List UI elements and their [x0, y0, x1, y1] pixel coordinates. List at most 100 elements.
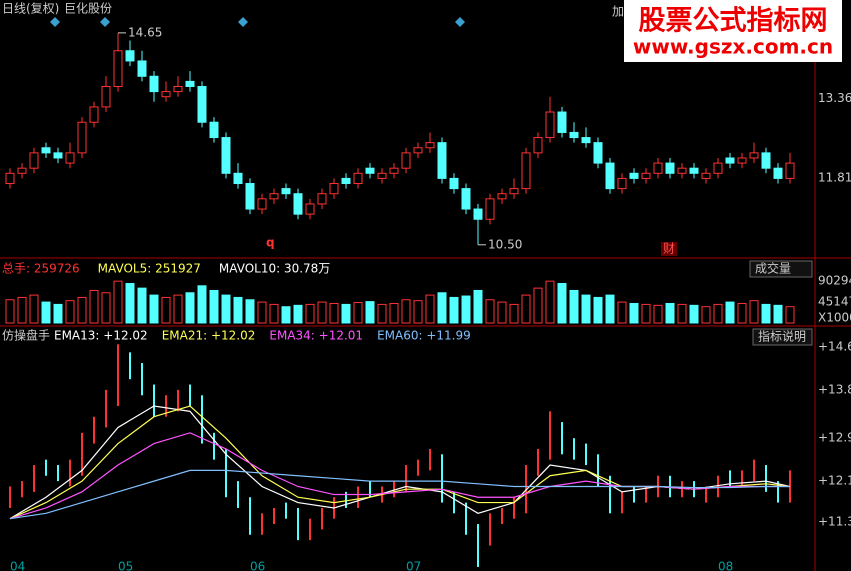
legend-entry: MAVOL10: 30.78万 — [219, 262, 330, 276]
volume-bar — [341, 303, 351, 324]
volume-bar — [173, 294, 183, 324]
candle-body — [605, 162, 615, 190]
y-tick-label: +11.34 — [818, 514, 851, 528]
corner: 加 — [612, 5, 624, 19]
volume-bar — [449, 296, 459, 324]
candle-body — [725, 157, 735, 164]
volume-bar — [605, 294, 615, 324]
candle-body — [629, 172, 639, 179]
volume-bar — [425, 294, 435, 324]
button[interactable] — [749, 260, 813, 278]
volume-bar — [401, 299, 411, 324]
x-tick-label: 07 — [406, 560, 421, 571]
volume-bar — [221, 294, 231, 324]
y-tick-label: +13.8 — [818, 382, 851, 396]
candle-body — [581, 137, 591, 144]
legend-entry: EMA21: +12.02 — [162, 329, 256, 343]
volume-bar — [149, 294, 159, 324]
ema-line — [9, 469, 790, 520]
candle-body — [473, 208, 483, 220]
candle-body — [749, 152, 759, 159]
marker-box — [661, 242, 677, 256]
volume-bar — [281, 306, 291, 324]
candle-body — [101, 85, 111, 108]
candle-body — [653, 162, 663, 174]
candle-body — [533, 137, 543, 154]
y-tick-label: +12.9 — [818, 431, 851, 445]
volume-bar — [617, 301, 627, 324]
volume-bar — [521, 294, 531, 324]
candle-body — [29, 152, 39, 169]
volume-bar — [77, 296, 87, 324]
button-label[interactable]: 成交量 — [755, 261, 791, 276]
volume-bar — [725, 301, 735, 324]
button-label[interactable]: 指标说明 — [758, 329, 806, 344]
volume-bar — [329, 302, 339, 324]
button[interactable] — [752, 328, 813, 346]
volume-bar — [353, 302, 363, 324]
candle-body — [713, 162, 723, 174]
volume-bar — [545, 280, 555, 324]
min-label: 10.50 — [488, 237, 522, 251]
candle-body — [317, 193, 327, 205]
candle-body — [449, 177, 459, 190]
period: 日线(复权) — [2, 2, 59, 16]
candle-body — [545, 111, 555, 139]
candle-body — [569, 131, 579, 139]
candle-body — [665, 162, 675, 174]
volume-bar — [377, 303, 387, 324]
candle-body — [269, 193, 279, 200]
candle-body — [593, 142, 603, 164]
candle-body — [521, 152, 531, 190]
x-tick-label: 05 — [118, 560, 133, 571]
volume-bar — [761, 303, 771, 324]
candle-body — [401, 152, 411, 169]
volume-bar — [29, 294, 39, 324]
candle-body — [677, 167, 687, 174]
volume-bar — [713, 303, 723, 324]
volume-bar — [581, 294, 591, 324]
candle-body — [77, 121, 87, 154]
volume-bar — [305, 303, 315, 324]
volume-bar — [677, 303, 687, 324]
marker: 财 — [663, 242, 675, 256]
x-tick-label: 04 — [10, 560, 25, 571]
candle-body — [389, 167, 399, 174]
candle-body — [281, 188, 291, 195]
volume-bar — [485, 299, 495, 324]
volume-bar — [569, 289, 579, 324]
candle-body — [377, 172, 387, 179]
volume-bar — [161, 296, 171, 324]
candle-body — [641, 172, 651, 179]
candle-body — [209, 121, 219, 139]
watermark-title: 股票公式指标网 — [639, 6, 828, 37]
candle-body — [617, 177, 627, 190]
y-tick-label: 13.36 — [818, 91, 851, 105]
volume-bar — [461, 295, 471, 324]
volume-bar — [65, 300, 75, 324]
candle-body — [233, 172, 243, 185]
candle-body — [413, 147, 423, 154]
candle-body — [125, 50, 135, 62]
volume-bar — [41, 301, 51, 324]
volume-bar — [185, 292, 195, 324]
volume-bar — [245, 299, 255, 324]
volume-bar — [125, 282, 135, 324]
candle-body — [257, 198, 267, 210]
volume-bar — [209, 289, 219, 324]
volume-bar — [293, 304, 303, 324]
volume-bar — [641, 303, 651, 324]
candle-body — [761, 152, 771, 169]
candle-body — [485, 198, 495, 220]
candle-body — [737, 157, 747, 164]
diamonds — [50, 17, 465, 27]
legend-entry: EMA34: +12.01 — [269, 329, 363, 343]
x-tick-label: 08 — [718, 560, 733, 571]
candle-body — [113, 50, 123, 87]
candle-body — [509, 188, 519, 195]
volume-bar — [533, 287, 543, 324]
candle-body — [185, 80, 195, 87]
candle-body — [65, 152, 75, 164]
volume-bar — [197, 285, 207, 324]
